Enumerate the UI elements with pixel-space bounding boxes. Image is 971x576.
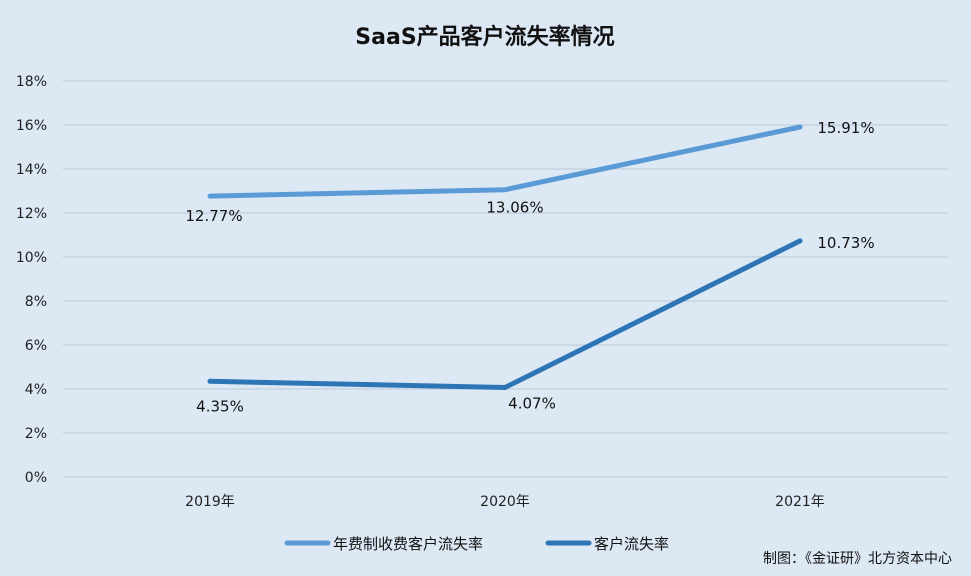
- y-tick-label: 4%: [25, 382, 47, 398]
- y-tick-label: 16%: [16, 118, 47, 134]
- y-tick-label: 0%: [25, 470, 47, 486]
- y-tick-label: 14%: [16, 162, 47, 178]
- y-tick-label: 6%: [25, 338, 47, 354]
- source-credit: 制图：《金证研》北方资本中心: [763, 551, 952, 567]
- y-tick-label: 10%: [16, 250, 47, 266]
- data-label: 4.07%: [508, 394, 556, 412]
- series-line: [207, 124, 803, 199]
- data-label: 4.35%: [196, 397, 244, 415]
- data-label: 13.06%: [486, 199, 543, 217]
- grid-layer: 0% 2% 4% 6% 8% 10% 12% 14% 16% 18% 2019年 2020年 2021年: [16, 74, 948, 510]
- y-tick-label: 2%: [25, 426, 47, 442]
- y-tick-label: 8%: [25, 294, 47, 310]
- x-tick-label: 2020年: [480, 494, 530, 510]
- chart-title: SaaS产品客户流失率情况: [355, 24, 614, 50]
- series-layer: [207, 124, 803, 390]
- data-label-layer: 12.77% 13.06% 15.91% 4.35% 4.07% 10.73%: [185, 119, 874, 415]
- series-line: [207, 238, 803, 390]
- legend: 年费制收费客户流失率 客户流失率: [284, 535, 669, 553]
- legend-label: 客户流失率: [594, 535, 669, 553]
- x-tick-label: 2019年: [185, 494, 235, 510]
- data-label: 12.77%: [185, 207, 242, 225]
- y-tick-label: 12%: [16, 206, 47, 222]
- data-label: 10.73%: [817, 234, 874, 252]
- x-tick-label: 2021年: [775, 494, 825, 510]
- legend-label: 年费制收费客户流失率: [333, 535, 483, 553]
- y-tick-label: 18%: [16, 74, 47, 90]
- data-label: 15.91%: [817, 119, 874, 137]
